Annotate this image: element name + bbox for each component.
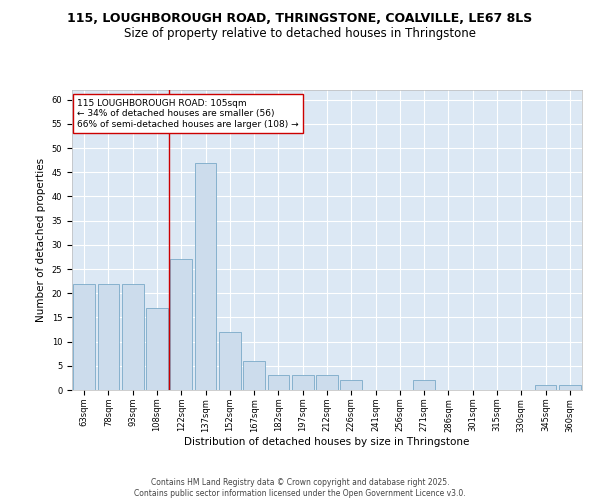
Bar <box>122 284 143 390</box>
Bar <box>97 284 119 390</box>
Bar <box>146 308 168 390</box>
Bar <box>194 162 217 390</box>
Text: Size of property relative to detached houses in Thringstone: Size of property relative to detached ho… <box>124 28 476 40</box>
Bar <box>316 376 338 390</box>
Bar <box>219 332 241 390</box>
Bar <box>243 361 265 390</box>
Text: 115 LOUGHBOROUGH ROAD: 105sqm
← 34% of detached houses are smaller (56)
66% of s: 115 LOUGHBOROUGH ROAD: 105sqm ← 34% of d… <box>77 99 299 129</box>
Bar <box>340 380 362 390</box>
Bar <box>535 385 556 390</box>
Bar <box>413 380 435 390</box>
Text: Contains HM Land Registry data © Crown copyright and database right 2025.
Contai: Contains HM Land Registry data © Crown c… <box>134 478 466 498</box>
Bar <box>292 376 314 390</box>
Bar <box>170 260 192 390</box>
X-axis label: Distribution of detached houses by size in Thringstone: Distribution of detached houses by size … <box>184 437 470 447</box>
Bar <box>268 376 289 390</box>
Bar <box>73 284 95 390</box>
Y-axis label: Number of detached properties: Number of detached properties <box>36 158 46 322</box>
Text: 115, LOUGHBOROUGH ROAD, THRINGSTONE, COALVILLE, LE67 8LS: 115, LOUGHBOROUGH ROAD, THRINGSTONE, COA… <box>67 12 533 26</box>
Bar <box>559 385 581 390</box>
